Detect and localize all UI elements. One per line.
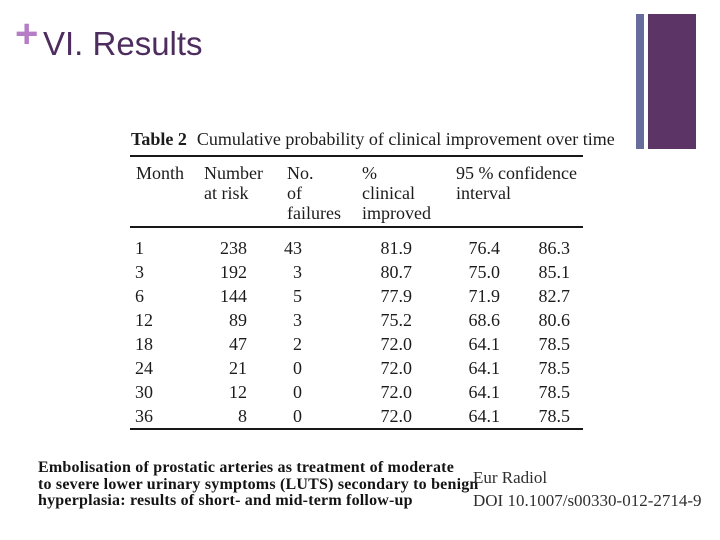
cell-month: 36: [135, 406, 153, 426]
cell-ci-low: 64.1: [468, 358, 501, 378]
cell-ci-high: 85.1: [538, 262, 571, 282]
doi-text: DOI 10.1007/s00330-012-2714-9: [473, 491, 702, 510]
journal-reference: Eur Radiol DOI 10.1007/s00330-012-2714-9: [473, 466, 702, 512]
table-caption: Table 2 Cumulative probability of clinica…: [131, 129, 615, 149]
col-header-confidence-interval: 95 % confidence interval: [432, 156, 584, 228]
col-header-month: Month: [130, 156, 198, 228]
cell-failures: 3: [293, 310, 302, 330]
page-title: VI. Results: [43, 25, 203, 62]
cell-improved: 72.0: [380, 406, 413, 426]
cell-improved: 77.9: [380, 286, 413, 306]
table-row: 36 8 0 72.0 64.1 78.5: [130, 404, 583, 429]
results-table: Month Number at risk No. of failures % c…: [130, 155, 584, 430]
cell-ci-high: 82.7: [538, 286, 571, 306]
cell-ci-low: 76.4: [468, 238, 501, 258]
cell-failures: 3: [293, 262, 302, 282]
article-title-line: Embolisation of prostatic arteries as tr…: [38, 459, 455, 476]
cell-ci-low: 64.1: [468, 382, 501, 402]
cell-at-risk: 8: [238, 406, 247, 426]
table-row: 24 21 0 72.0 64.1 78.5: [130, 356, 583, 380]
cell-month: 30: [135, 382, 153, 402]
cell-improved: 81.9: [380, 238, 413, 258]
cell-month: 24: [135, 358, 153, 378]
header-line: Month: [136, 163, 185, 183]
journal-name: Eur Radiol: [473, 468, 548, 487]
cell-at-risk: 144: [220, 286, 247, 306]
header-line: Number: [204, 163, 263, 183]
decorative-wide-bar: [648, 14, 696, 149]
col-header-number-at-risk: Number at risk: [198, 156, 263, 228]
table-caption-text: Cumulative probability of clinical impro…: [196, 129, 615, 149]
cell-ci-low: 75.0: [468, 262, 501, 282]
col-header-clinical-improved: % clinical improved: [332, 156, 432, 228]
decorative-thin-bar: [636, 14, 644, 149]
cell-ci-high: 78.5: [538, 334, 571, 354]
cell-ci-high: 80.6: [538, 310, 571, 330]
cell-improved: 80.7: [380, 262, 413, 282]
header-line: % clinical: [362, 163, 415, 203]
cell-ci-high: 78.5: [538, 382, 571, 402]
article-title-line: hyperplasia: results of short- and mid-t…: [38, 492, 413, 509]
cell-failures: 43: [284, 238, 302, 258]
header-row: Month Number at risk No. of failures % c…: [130, 156, 584, 228]
cell-at-risk: 192: [220, 262, 247, 282]
header-line: 95 % confidence: [456, 163, 577, 183]
cell-failures: 0: [293, 358, 302, 378]
cell-month: 1: [135, 238, 144, 258]
cell-month: 3: [135, 262, 144, 282]
table-row: 30 12 0 72.0 64.1 78.5: [130, 380, 583, 404]
table-row: 1 238 43 81.9 76.4 86.3: [130, 227, 583, 260]
cell-month: 6: [135, 286, 144, 306]
article-title-line: to severe lower urinary symptoms (LUTS) …: [38, 475, 479, 493]
cell-failures: 0: [293, 406, 302, 426]
header-line: at risk: [204, 183, 249, 203]
cell-ci-low: 68.6: [468, 310, 501, 330]
table-figure: Table 2 Cumulative probability of clinica…: [130, 129, 615, 430]
article-title: Embolisation of prostatic arteries as tr…: [38, 459, 479, 510]
cell-at-risk: 89: [229, 310, 247, 330]
cell-ci-low: 64.1: [468, 334, 501, 354]
table-row: 6 144 5 77.9 71.9 82.7: [130, 284, 583, 308]
cell-ci-high: 78.5: [538, 406, 571, 426]
header-line: No. of: [287, 163, 314, 203]
cell-month: 12: [135, 310, 153, 330]
cell-at-risk: 12: [229, 382, 247, 402]
table-caption-label: Table 2: [131, 129, 187, 149]
cell-failures: 0: [293, 382, 302, 402]
cell-ci-low: 71.9: [468, 286, 501, 306]
table-row: 18 47 2 72.0 64.1 78.5: [130, 332, 583, 356]
cell-improved: 72.0: [380, 382, 413, 402]
table-row: 3 192 3 80.7 75.0 85.1: [130, 260, 583, 284]
cell-at-risk: 47: [229, 334, 247, 354]
cell-improved: 72.0: [380, 334, 413, 354]
cell-improved: 72.0: [380, 358, 413, 378]
cell-month: 18: [135, 334, 153, 354]
cell-failures: 5: [293, 286, 302, 306]
cell-at-risk: 238: [220, 238, 247, 258]
cell-ci-high: 78.5: [538, 358, 571, 378]
plus-bullet-icon: +: [15, 12, 39, 56]
cell-failures: 2: [293, 334, 302, 354]
cell-improved: 75.2: [380, 310, 413, 330]
col-header-no-of-failures: No. of failures: [262, 156, 341, 228]
header-line: failures: [287, 203, 341, 223]
cell-ci-low: 64.1: [468, 406, 501, 426]
cell-ci-high: 86.3: [538, 238, 571, 258]
table-row: 12 89 3 75.2 68.6 80.6: [130, 308, 583, 332]
header-line: improved: [362, 203, 431, 223]
cell-at-risk: 21: [229, 358, 247, 378]
header-line: interval: [456, 183, 511, 203]
